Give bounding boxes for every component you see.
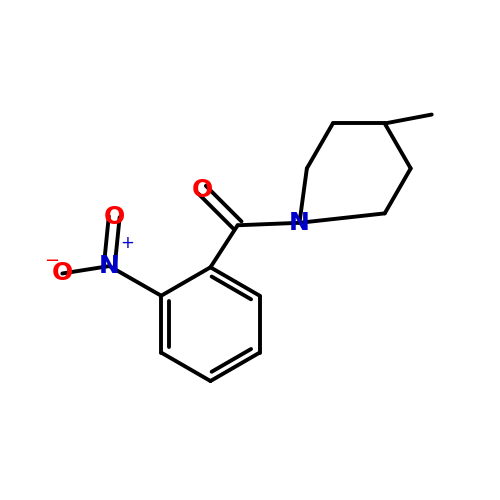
Text: N: N [289,211,310,235]
Text: +: + [120,234,134,252]
Text: −: − [44,252,59,270]
Text: N: N [99,254,119,278]
Text: O: O [52,262,73,285]
Text: O: O [104,204,125,229]
Text: O: O [192,178,212,202]
